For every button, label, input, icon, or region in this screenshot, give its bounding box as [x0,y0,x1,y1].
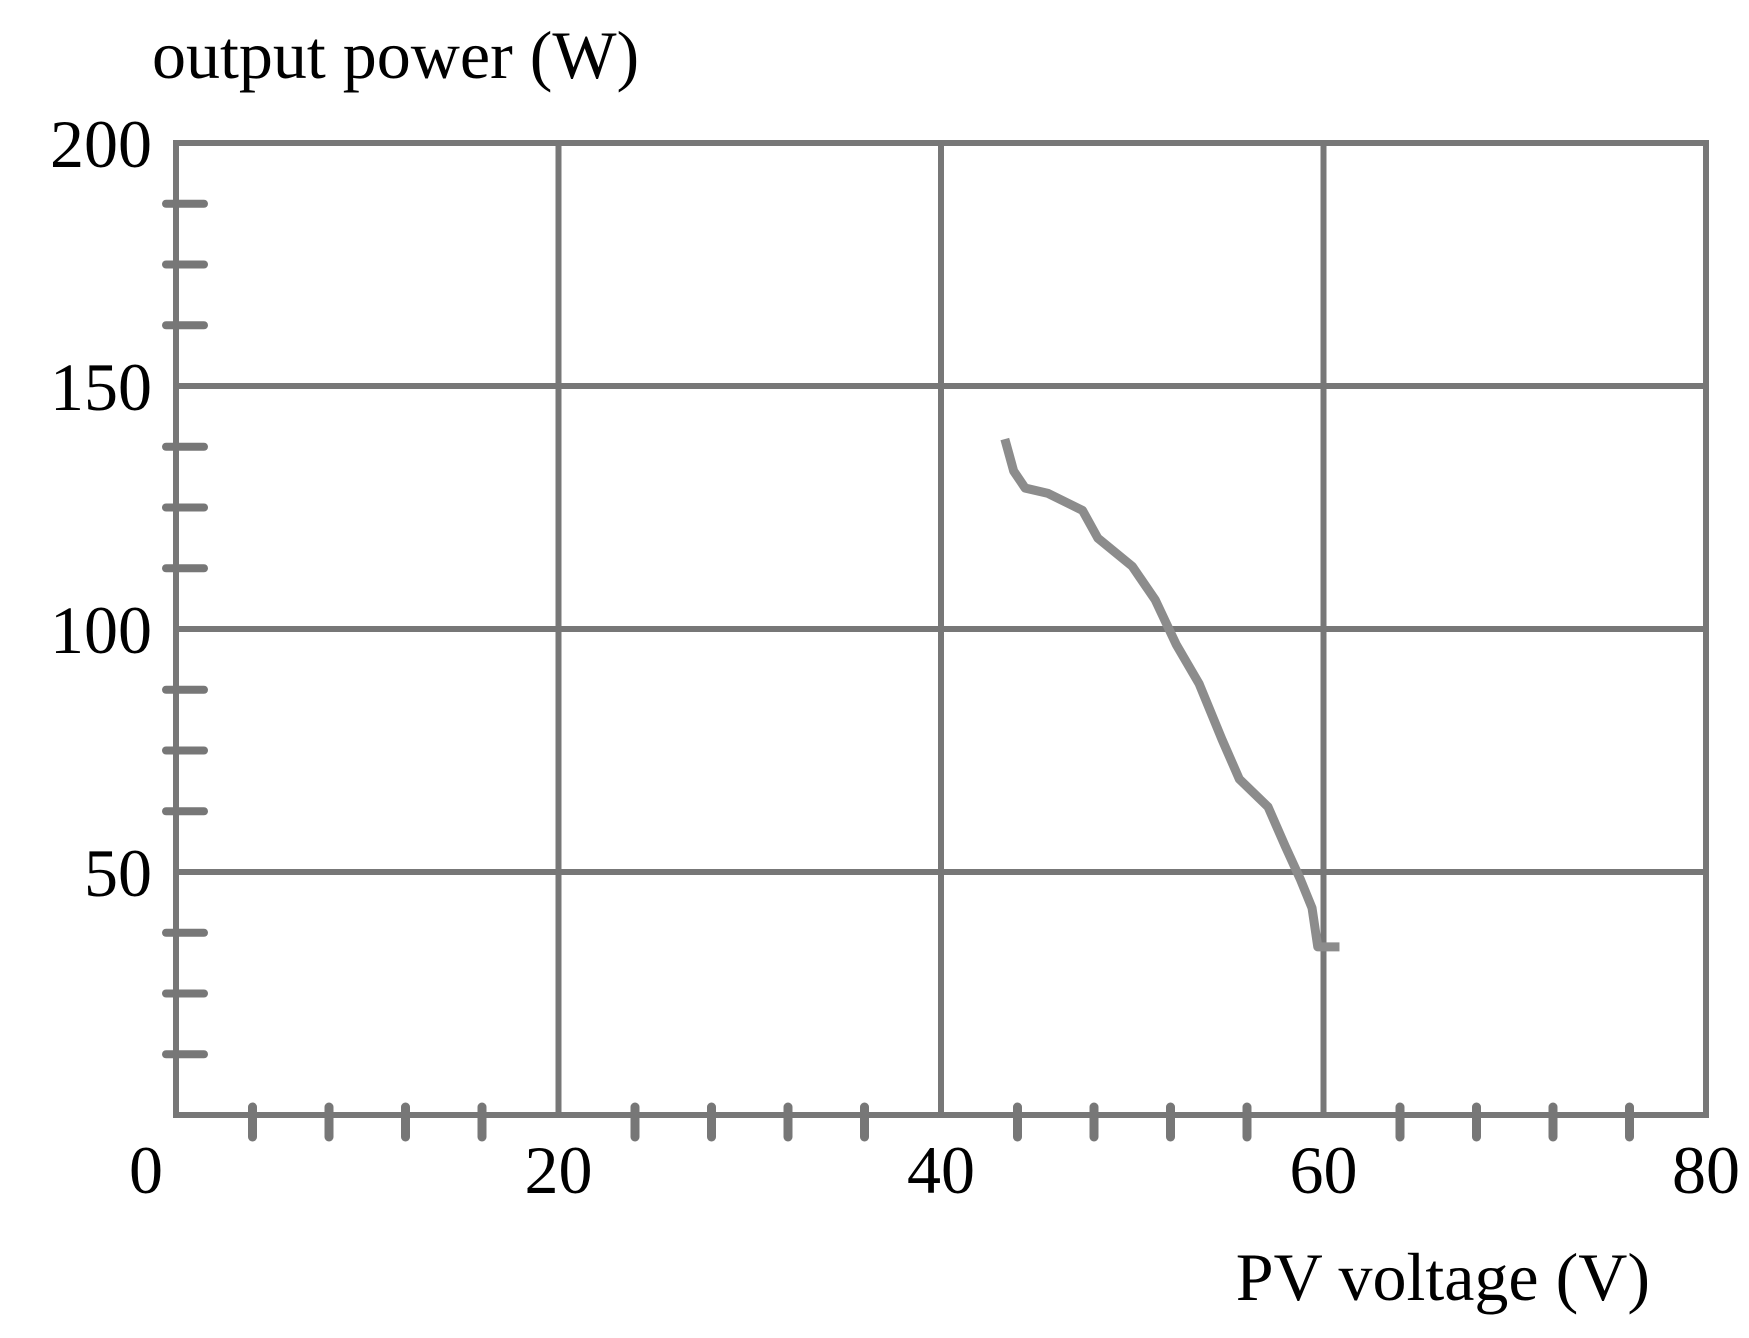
x-tick-label: 60 [1290,1132,1358,1208]
y-tick-label: 50 [84,835,152,911]
x-tick-label: 20 [525,1132,593,1208]
y-tick-label: 100 [50,592,152,668]
x-axis-label: PV voltage (V) [1236,1239,1650,1315]
y-axis-label: output power (W) [152,17,639,93]
y-tick-label: 150 [50,349,152,425]
x-tick-label: 80 [1672,1132,1740,1208]
y-tick-label: 200 [50,106,152,182]
x-tick-label: 40 [907,1132,975,1208]
data-line [1000,437,1340,952]
x-tick-label: 0 [129,1132,163,1208]
